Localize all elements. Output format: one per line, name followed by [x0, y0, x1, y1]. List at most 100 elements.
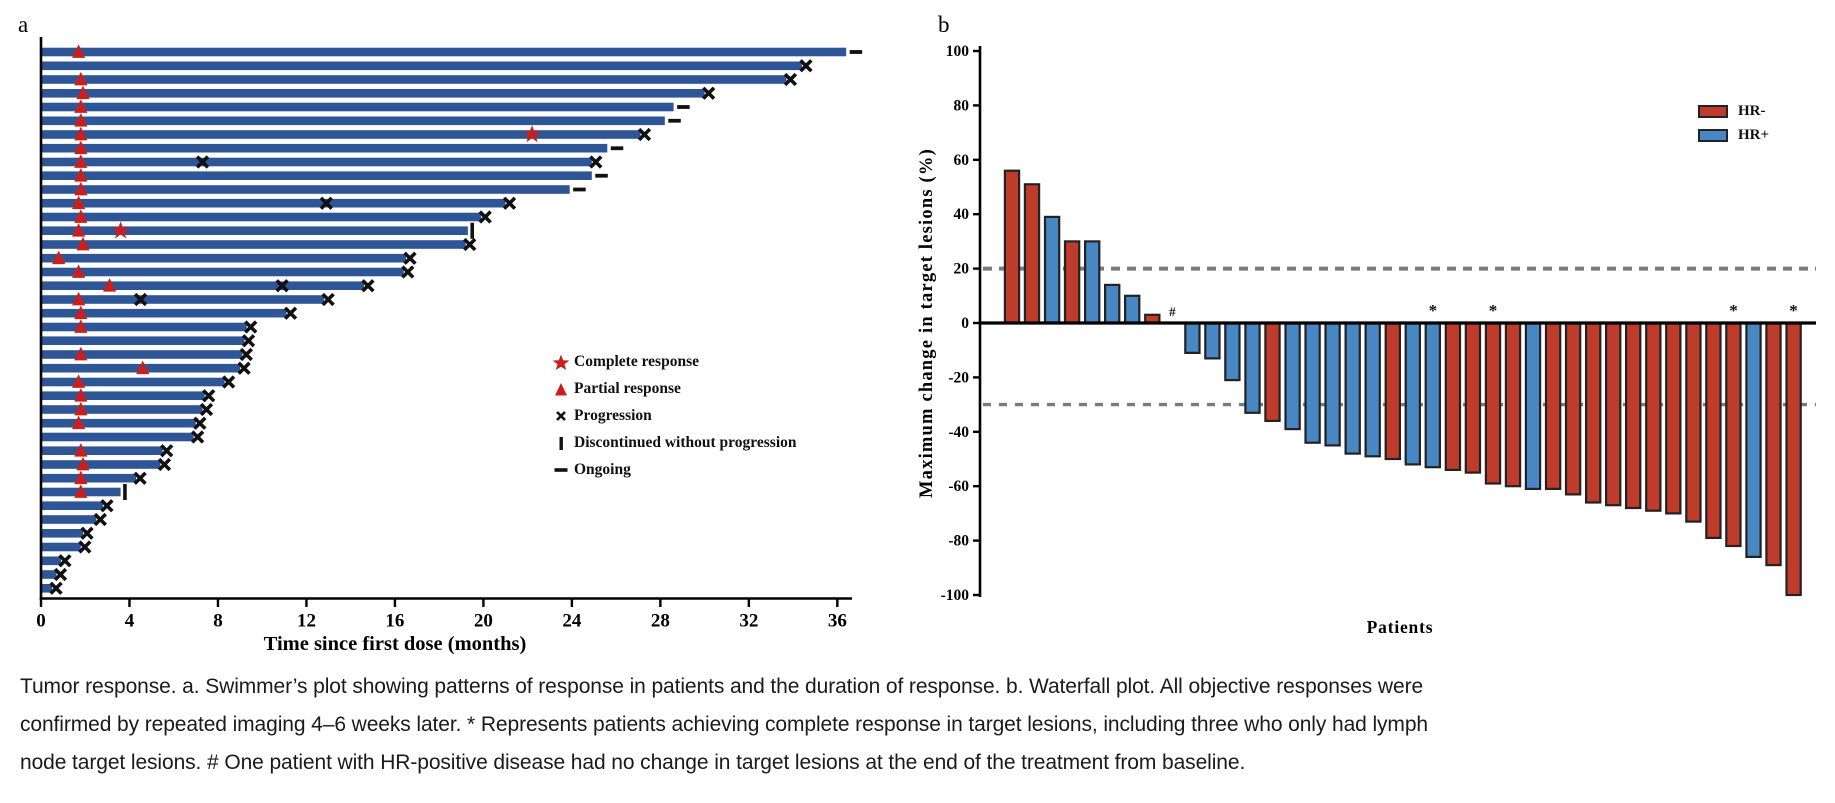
swimmer-bar	[42, 418, 196, 428]
waterfall-plot-panel: # * * * * 100 80 60 40 20 0 -20 -40 -60 -80 -100 Maximum…	[910, 0, 1835, 660]
progression-x-marker	[239, 347, 253, 362]
swimmer-bar	[42, 446, 163, 455]
y-tick-label: 20	[954, 261, 970, 278]
dash-icon	[548, 461, 574, 479]
progression-x-marker	[193, 416, 207, 430]
swimmer-row	[42, 209, 492, 224]
swimmer-bar	[42, 198, 506, 208]
waterfall-bar	[1464, 321, 1482, 474]
progression-x-marker	[319, 196, 334, 210]
y-axis-title: Maximum change in target lesions (%)	[917, 148, 937, 498]
waterfall-bar	[1124, 294, 1141, 325]
swimmer-row	[42, 388, 216, 403]
x-axis-title: Patients	[1367, 617, 1434, 637]
swimmer-row	[42, 499, 114, 513]
swimmer-bar	[42, 75, 787, 84]
caption-line: node target lesions. # One patient with …	[20, 751, 1246, 774]
swimmer-row	[42, 443, 174, 458]
waterfall-bar	[1645, 321, 1662, 512]
complete-response-asterisk: *	[1789, 301, 1798, 320]
partial-response-triangle	[74, 319, 88, 333]
caption-line: Tumor response. a. Swimmer’s plot showin…	[20, 675, 1424, 698]
swimmer-bar	[42, 102, 674, 112]
partial-response-triangle	[74, 305, 88, 320]
swimmer-bar	[42, 377, 225, 387]
legend-label: Partial response	[574, 380, 681, 397]
waterfall-bar	[1084, 240, 1101, 325]
panel-b-label: b	[938, 12, 950, 37]
legend-item-progression: Progression	[548, 407, 797, 425]
x-tick-label: 20	[474, 611, 493, 632]
swimmer-bar	[42, 515, 97, 524]
y-tick-label: -60	[948, 478, 969, 495]
x-tick-label: 0	[36, 611, 46, 632]
swimmer-row	[42, 484, 127, 500]
waterfall-bar	[1304, 321, 1321, 444]
legend-item-hr-positive: HR+	[1698, 127, 1769, 143]
waterfall-bar	[1324, 321, 1341, 447]
x-axis-title: Time since first dose (months)	[264, 633, 527, 655]
waterfall-bar	[1284, 321, 1301, 431]
swimmer-bar	[42, 336, 245, 345]
waterfall-bar	[1665, 321, 1682, 515]
progression-x-marker	[799, 59, 813, 73]
waterfall-bar	[1364, 321, 1381, 458]
swimmer-row	[42, 305, 298, 320]
swimmer-bar	[42, 501, 103, 510]
swimmer-bar	[42, 584, 53, 593]
complete-response-star	[523, 125, 542, 143]
swimmer-bar	[42, 253, 406, 263]
partial-response-triangle	[136, 360, 150, 375]
swimmer-row	[42, 264, 415, 279]
progression-x-marker	[463, 237, 477, 252]
swimmer-row	[42, 181, 586, 196]
swimmer-bar	[42, 130, 641, 139]
waterfall-bar	[1023, 183, 1041, 325]
legend-item-partial-response: Partial response	[548, 380, 797, 398]
swimmer-bar	[42, 322, 247, 332]
swimmer-row	[42, 360, 251, 375]
swimmer-bar	[42, 212, 482, 222]
progression-x-marker	[401, 265, 415, 279]
progression-x-marker	[502, 196, 517, 210]
y-tick-label: 60	[954, 152, 970, 169]
progression-x-marker	[93, 512, 107, 527]
progression-x-marker	[157, 457, 172, 472]
swimmer-bar	[42, 185, 570, 194]
no-change-hash: #	[1169, 304, 1176, 319]
waterfall-bar	[1344, 321, 1361, 455]
swimmer-row	[42, 415, 207, 430]
progression-x-marker	[202, 389, 216, 403]
y-tick-label: 0	[961, 315, 969, 332]
swimmer-bar	[42, 295, 325, 304]
partial-response-triangle	[74, 484, 88, 498]
ongoing-dash	[595, 173, 608, 178]
hr-negative-swatch	[1698, 105, 1728, 118]
swimmer-row	[42, 581, 63, 595]
partial-response-triangle	[72, 415, 86, 430]
partial-response-triangle	[74, 113, 88, 127]
waterfall-bar	[1504, 321, 1522, 488]
partial-response-triangle	[72, 291, 86, 306]
waterfall-bar	[1063, 240, 1081, 325]
swimmer-row	[42, 554, 72, 568]
partial-response-triangle	[74, 388, 88, 402]
partial-response-triangle	[74, 71, 88, 86]
discontinued-bar	[123, 484, 127, 500]
swimmer-row	[42, 221, 475, 239]
progression-x-marker	[78, 540, 92, 554]
swimmer-bar	[42, 89, 705, 98]
partial-response-triangle	[74, 443, 88, 457]
ongoing-dash	[668, 118, 681, 123]
swimmer-row	[42, 456, 172, 472]
figure-caption: Tumor response. a. Swimmer’s plot showin…	[20, 668, 1825, 782]
swimmer-bar	[42, 116, 665, 126]
waterfall-bar	[1003, 169, 1021, 325]
ongoing-dash	[573, 187, 586, 192]
partial-response-triangle	[74, 209, 88, 223]
y-tick-label: 100	[946, 43, 970, 60]
partial-response-triangle	[72, 264, 86, 278]
legend-item-hr-negative: HR-	[1698, 103, 1769, 119]
complete-response-asterisk: *	[1429, 301, 1438, 320]
progression-x-marker	[283, 306, 298, 320]
